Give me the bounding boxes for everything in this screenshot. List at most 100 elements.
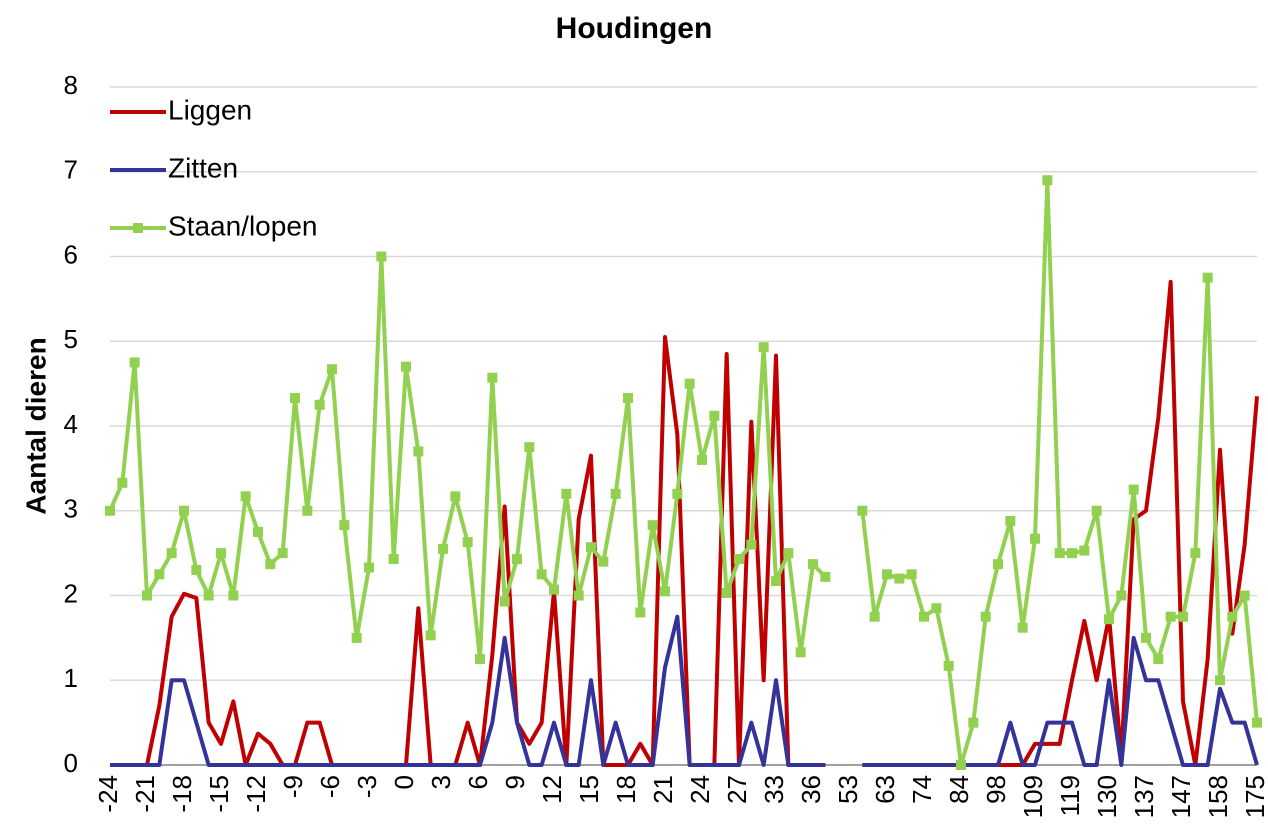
marker (1067, 548, 1077, 559)
marker (475, 654, 485, 665)
legend-label: Zitten (168, 152, 238, 183)
marker (1079, 545, 1090, 556)
y-tick-label: 2 (64, 578, 78, 608)
x-tick-label: 0 (389, 775, 419, 789)
x-tick-label: -15 (204, 775, 234, 813)
marker (265, 559, 276, 570)
marker (980, 611, 991, 622)
marker (253, 526, 263, 537)
marker (894, 573, 905, 584)
marker (1215, 675, 1225, 686)
y-tick-label: 3 (64, 494, 78, 524)
x-tick-label: 119 (1055, 775, 1085, 816)
series-line (110, 614, 826, 767)
marker (228, 590, 239, 601)
marker (561, 488, 572, 499)
marker (179, 505, 189, 516)
marker (635, 607, 646, 618)
marker (1202, 272, 1213, 283)
marker (746, 539, 757, 550)
marker (968, 717, 979, 728)
series-line (862, 635, 1259, 767)
marker (882, 569, 892, 580)
chart-title: Houdingen (556, 12, 713, 45)
marker (512, 554, 522, 565)
x-tick-label: 21 (648, 775, 678, 804)
marker (869, 611, 880, 622)
marker (425, 630, 436, 641)
x-tick-label: 130 (1092, 775, 1122, 818)
marker (401, 361, 411, 372)
marker (1141, 632, 1151, 643)
marker (191, 565, 202, 576)
x-tick-label: -3 (352, 775, 382, 798)
marker (290, 393, 300, 404)
x-tick-label: 24 (685, 775, 715, 804)
marker (1054, 548, 1065, 559)
marker (166, 548, 177, 559)
marker (450, 491, 461, 502)
marker (573, 590, 584, 601)
marker (1153, 654, 1164, 665)
x-tick-label: 27 (722, 775, 752, 804)
marker (684, 378, 695, 389)
y-axis-label: Aantal dieren (20, 337, 51, 514)
marker (857, 505, 868, 516)
marker (376, 251, 387, 262)
x-tick-label: 9 (500, 775, 530, 789)
marker (117, 477, 128, 488)
marker (697, 454, 707, 465)
marker (647, 520, 658, 531)
marker (993, 559, 1003, 570)
marker (105, 505, 115, 516)
marker (820, 571, 831, 582)
marker (314, 399, 325, 410)
marker (1239, 590, 1250, 601)
marker (623, 393, 633, 404)
x-tick-label: 84 (944, 775, 974, 804)
x-tick-label: 6 (463, 775, 493, 789)
marker (142, 590, 152, 601)
marker (351, 632, 362, 643)
marker (1042, 175, 1053, 186)
y-tick-label: 8 (64, 70, 78, 100)
x-tick-label: 109 (1018, 775, 1048, 818)
x-tick-label: 63 (870, 775, 900, 804)
marker (487, 372, 498, 383)
marker (1030, 533, 1040, 544)
x-tick-label: -24 (93, 775, 123, 813)
x-tick-label: -9 (278, 775, 308, 798)
legend-marker (133, 223, 143, 233)
marker (302, 505, 313, 516)
marker (758, 342, 769, 353)
marker (536, 569, 547, 580)
x-tick-label: 36 (796, 775, 826, 804)
x-tick-label: 33 (759, 775, 789, 804)
x-tick-label: 3 (426, 775, 456, 789)
marker (1178, 611, 1188, 622)
marker (721, 587, 732, 598)
marker (795, 647, 806, 658)
marker (1165, 611, 1176, 622)
marker (339, 520, 350, 531)
x-tick-label: -12 (241, 775, 271, 813)
marker (240, 491, 251, 502)
marker (919, 611, 929, 622)
marker (413, 446, 424, 457)
marker (672, 488, 683, 499)
x-tick-label: 74 (907, 775, 937, 804)
series-line (860, 178, 1259, 767)
marker (499, 596, 510, 607)
y-tick-label: 7 (64, 155, 78, 185)
marker (1190, 548, 1201, 559)
marker (598, 556, 609, 567)
y-tick-label: 0 (64, 748, 78, 778)
marker (216, 548, 226, 559)
x-tick-label: 98 (981, 775, 1011, 804)
marker (524, 442, 535, 453)
marker (586, 542, 596, 553)
marker (438, 543, 448, 554)
legend-label: Staan/lopen (168, 210, 317, 241)
x-tick-label: 15 (574, 775, 604, 804)
marker (1091, 505, 1102, 516)
